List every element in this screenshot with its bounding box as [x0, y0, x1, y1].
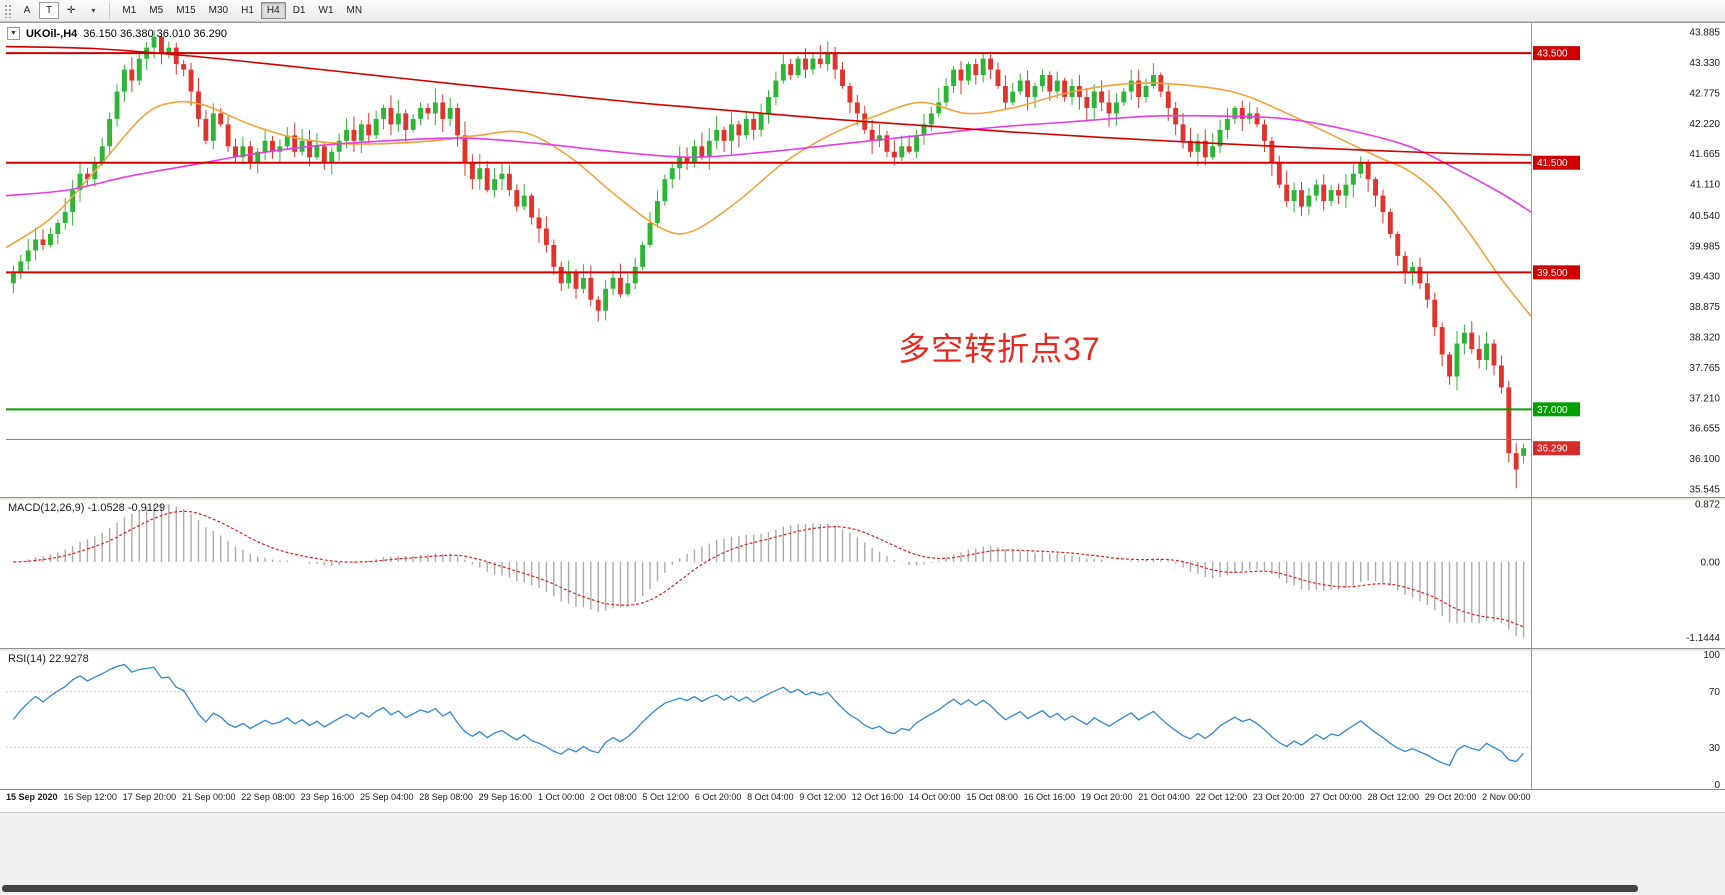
timeframe-button-m30[interactable]: M30 [203, 2, 234, 19]
rsi-panel-area[interactable] [6, 650, 1531, 789]
timeframe-button-h1[interactable]: H1 [235, 2, 260, 19]
time-axis-area[interactable] [0, 790, 1725, 811]
time-axis-label: 22 Oct 12:00 [1195, 792, 1248, 802]
toolbar: A T ✛ ▾ M1 M5 M15 M30 H1 H4 D1 W1 MN [0, 0, 1725, 22]
time-axis-label: 17 Sep 20:00 [122, 792, 177, 802]
time-axis-label: 25 Sep 04:00 [359, 792, 414, 802]
ohlc-readout: 36.150 36.380 36.010 36.290 [83, 27, 228, 40]
macd-panel-area[interactable] [6, 499, 1531, 648]
time-axis-label: 6 Oct 20:00 [694, 792, 742, 802]
time-axis-label: 15 Sep 2020 [6, 792, 58, 802]
timeframe-button-w1[interactable]: W1 [313, 2, 340, 19]
toolbar-drag-handle[interactable] [4, 3, 12, 18]
rsi-name: RSI(14) [8, 653, 46, 665]
toolbar-icon-group: A T ✛ ▾ [17, 2, 103, 19]
time-axis[interactable]: 15 Sep 2020 16 Sep 12:00 17 Sep 20:00 21 Se… [6, 792, 1531, 806]
time-axis-label: 2 Nov 00:00 [1482, 792, 1531, 802]
cursor-a-button[interactable]: A [17, 2, 37, 19]
price-scale-area[interactable] [1531, 23, 1725, 789]
time-axis-label: 23 Sep 16:00 [300, 792, 355, 802]
time-axis-label: 27 Oct 00:00 [1310, 792, 1362, 802]
time-axis-label: 15 Oct 08:00 [966, 792, 1018, 802]
time-axis-label: 21 Oct 04:00 [1138, 792, 1190, 802]
collapse-arrow-icon[interactable]: ▼ [7, 27, 20, 40]
timeframe-bar: M1 M5 M15 M30 H1 H4 D1 W1 MN [116, 2, 368, 19]
chart-annotation-text: 多空转折点37 [898, 331, 1101, 368]
rsi-indicator-label: RSI(14) 22.9278 [8, 653, 89, 665]
time-axis-label: 19 Oct 20:00 [1080, 792, 1133, 802]
time-axis-label: 29 Oct 20:00 [1424, 792, 1477, 802]
horizontal-scrollbar-thumb[interactable] [2, 885, 1638, 892]
time-axis-label: 14 Oct 00:00 [909, 792, 961, 802]
time-axis-label: 16 Oct 16:00 [1023, 792, 1076, 802]
price-chart-area[interactable] [6, 23, 1531, 497]
time-axis-label: 2 Oct 08:00 [590, 792, 637, 802]
time-axis-label: 28 Sep 08:00 [419, 792, 473, 802]
time-axis-label: 22 Sep 08:00 [241, 792, 295, 802]
timeframe-button-mn[interactable]: MN [341, 2, 369, 19]
timeframe-button-d1[interactable]: D1 [287, 2, 312, 19]
time-axis-label: 8 Oct 04:00 [747, 792, 794, 802]
time-axis-label: 9 Oct 12:00 [799, 792, 846, 802]
tools-dropdown-caret[interactable]: ▾ [83, 2, 103, 19]
text-t-button[interactable]: T [39, 2, 59, 19]
time-axis-label: 21 Sep 00:00 [181, 792, 236, 802]
time-axis-label: 28 Oct 12:00 [1367, 792, 1420, 802]
timeframe-button-h4[interactable]: H4 [260, 2, 286, 19]
rsi-value: 22.9278 [48, 653, 89, 665]
panel-separator[interactable] [0, 497, 1725, 500]
time-axis-label: 12 Oct 16:00 [851, 792, 904, 802]
time-axis-separator [0, 789, 1725, 790]
time-axis-label: 1 Oct 00:00 [537, 792, 585, 802]
time-axis-label: 16 Sep 12:00 [63, 792, 117, 802]
bottom-chrome [0, 812, 1725, 895]
time-axis-label: 29 Sep 16:00 [478, 792, 533, 802]
symbol-title: UKOil-,H4 [25, 27, 78, 40]
price-scale-separator [1531, 23, 1532, 789]
crosshair-button[interactable]: ✛ [61, 2, 81, 19]
timeframe-button-m5[interactable]: M5 [143, 2, 169, 19]
timeframe-button-m15[interactable]: M15 [170, 2, 201, 19]
time-axis-label: 23 Oct 20:00 [1252, 792, 1305, 802]
timeframe-button-m1[interactable]: M1 [116, 2, 142, 19]
chart-title-bar: ▼ UKOil-,H4 36.150 36.380 36.010 36.290 [7, 27, 227, 40]
toolbar-separator [109, 2, 111, 19]
time-axis-label: 5 Oct 12:00 [642, 792, 690, 802]
panel-separator[interactable] [0, 648, 1725, 651]
